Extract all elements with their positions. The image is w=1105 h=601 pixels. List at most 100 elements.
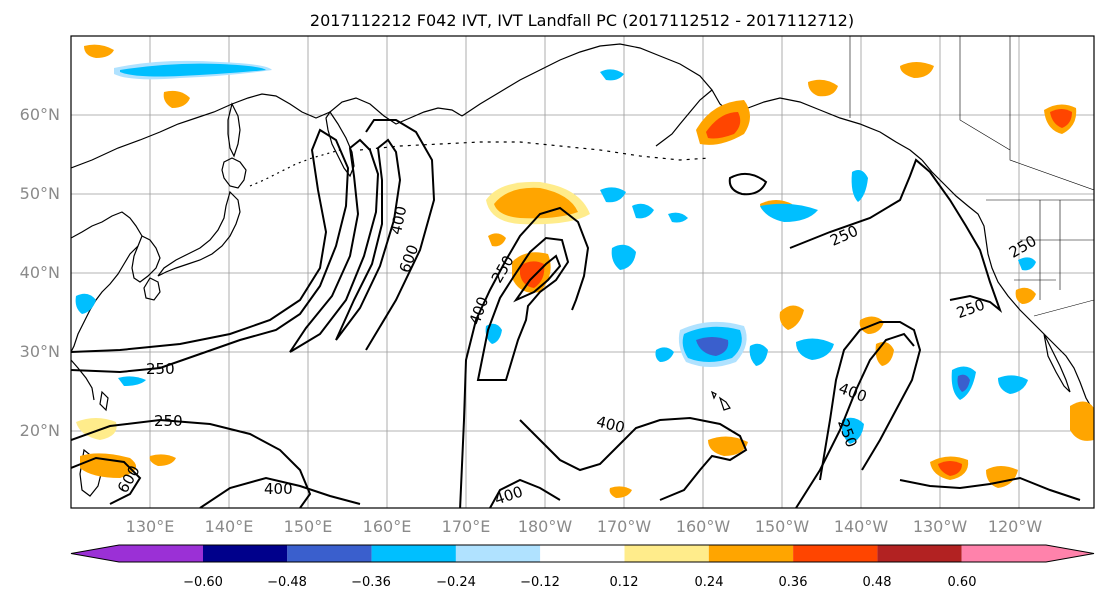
- ivt-contour-400-tropics: [199, 476, 361, 508]
- colorbar-tick-label: 0.60: [948, 575, 977, 590]
- ivt-contour-se-tail: [899, 476, 1081, 501]
- colorbar-segment: [371, 545, 456, 562]
- colorbar-extension-low: [71, 545, 119, 562]
- pc-positive-region: [488, 233, 506, 247]
- china-south-coast: [71, 359, 95, 401]
- ivt-contour-250: [71, 128, 350, 374]
- colorbar-segment: [961, 545, 1046, 562]
- contour-label: 250: [146, 360, 175, 378]
- ivt-contour-small: [728, 172, 768, 196]
- pc-positive-region: [900, 62, 934, 78]
- pc-positive-region: [1050, 109, 1072, 128]
- pc-positive-region: [938, 461, 962, 476]
- pc-positive-region: [779, 305, 804, 330]
- japan-hokkaido: [221, 157, 247, 189]
- japan-kyushu: [143, 277, 161, 301]
- ivt-contour-400-east: [476, 236, 570, 381]
- longitude-labels: 130°E 140°E 150°E 160°E 170°E 180°W 170°…: [126, 517, 1043, 536]
- lon-label: 160°W: [676, 517, 731, 536]
- pc-negative-region: [611, 244, 636, 270]
- pc-negative-region: [796, 338, 834, 360]
- pc-negative-region: [696, 337, 729, 356]
- lon-label: 170°E: [442, 517, 491, 536]
- contour-label: 250: [154, 412, 183, 430]
- pc-negative-region: [655, 347, 674, 362]
- ivt-contour-250-tropics: [71, 418, 312, 508]
- contour-label: 400: [264, 480, 293, 498]
- pc-positive-region: [706, 112, 741, 139]
- colorbar-tick-label: −0.12: [520, 575, 560, 590]
- ivt-contour-250-east: [459, 206, 590, 508]
- latitude-labels: 60°N 50°N 40°N 30°N 20°N: [20, 105, 60, 440]
- colorbar-segment: [455, 545, 541, 562]
- taiwan: [99, 390, 109, 412]
- pc-negative-region: [957, 374, 970, 392]
- pc-negative-region: [120, 63, 266, 77]
- ivt-contour-400-south: [519, 416, 748, 501]
- pc-negative-region: [998, 375, 1028, 394]
- pc-negative-region: [668, 212, 688, 223]
- pc-positive-region: [494, 187, 578, 219]
- colorbar-segment: [287, 545, 372, 562]
- sakhalin: [227, 102, 241, 158]
- colorbar-segment: [203, 545, 288, 562]
- pc-negative-region: [118, 376, 146, 386]
- lat-label: 20°N: [20, 421, 60, 440]
- landfall-pc-shading: [75, 44, 1094, 498]
- pc-positive-region: [84, 44, 114, 58]
- map-frame: [70, 35, 1095, 509]
- colorbar-tick-label: −0.48: [267, 575, 307, 590]
- baja-california: [1043, 333, 1071, 393]
- na-west-coast: [921, 159, 1094, 413]
- pc-positive-region: [149, 454, 176, 466]
- political-borders: [849, 36, 1094, 317]
- pc-negative-region: [841, 417, 864, 444]
- ivt-contours: [71, 119, 1081, 508]
- colorbar-tick-label: 0.12: [610, 575, 639, 590]
- negative-pc-regions: [75, 60, 1036, 444]
- pc-negative-region: [1018, 257, 1036, 271]
- pc-negative-region: [851, 170, 868, 202]
- usa-mexico-border: [1033, 299, 1094, 317]
- pc-positive-region: [163, 90, 190, 108]
- coastlines: [71, 43, 1094, 497]
- ivt-contour-600-east: [513, 254, 562, 303]
- colorbar-segment: [708, 545, 794, 562]
- lat-label: 50°N: [20, 184, 60, 203]
- japan-honshu: [157, 190, 241, 277]
- lon-label: 150°W: [755, 517, 810, 536]
- lon-label: 180°W: [518, 517, 573, 536]
- colorbar-segment: [877, 545, 962, 562]
- pc-positive-region: [1070, 401, 1094, 441]
- colorbar-tick-label: 0.24: [695, 575, 724, 590]
- lat-label: 30°N: [20, 342, 60, 361]
- pc-negative-region: [600, 69, 624, 81]
- korea-peninsula: [131, 235, 161, 283]
- lon-label: 130°E: [126, 517, 175, 536]
- ivt-contour-250-gulf: [789, 158, 1003, 313]
- ivt-contour-400-se: [819, 321, 922, 481]
- ivt-contour-250-se: [795, 332, 915, 508]
- ivt-contour-400: [289, 138, 380, 353]
- colorbar-tick-label: 0.36: [779, 575, 808, 590]
- lon-label: 160°E: [363, 517, 412, 536]
- colorbar-outline: [70, 544, 1095, 563]
- colorbar-segment: [793, 545, 878, 562]
- colorbar-extension-high: [1046, 545, 1094, 562]
- pc-positive-region: [1015, 287, 1036, 304]
- pc-negative-region: [75, 293, 96, 314]
- lon-label: 170°W: [597, 517, 652, 536]
- ivt-contour-south-edge: [489, 478, 561, 508]
- colorbar-segment: [119, 545, 203, 562]
- colorbar-tick-label: −0.60: [183, 575, 223, 590]
- pc-negative-region: [600, 187, 626, 203]
- ivt-contour-outer: [365, 119, 436, 351]
- pc-positive-region: [520, 261, 545, 288]
- lon-label: 140°W: [834, 517, 889, 536]
- lon-label: 140°E: [205, 517, 254, 536]
- lon-label: 130°W: [913, 517, 968, 536]
- colorbar-segment: [540, 545, 625, 562]
- ivt-contour-600-tropics: [71, 456, 142, 505]
- asia-coastline: [71, 93, 463, 169]
